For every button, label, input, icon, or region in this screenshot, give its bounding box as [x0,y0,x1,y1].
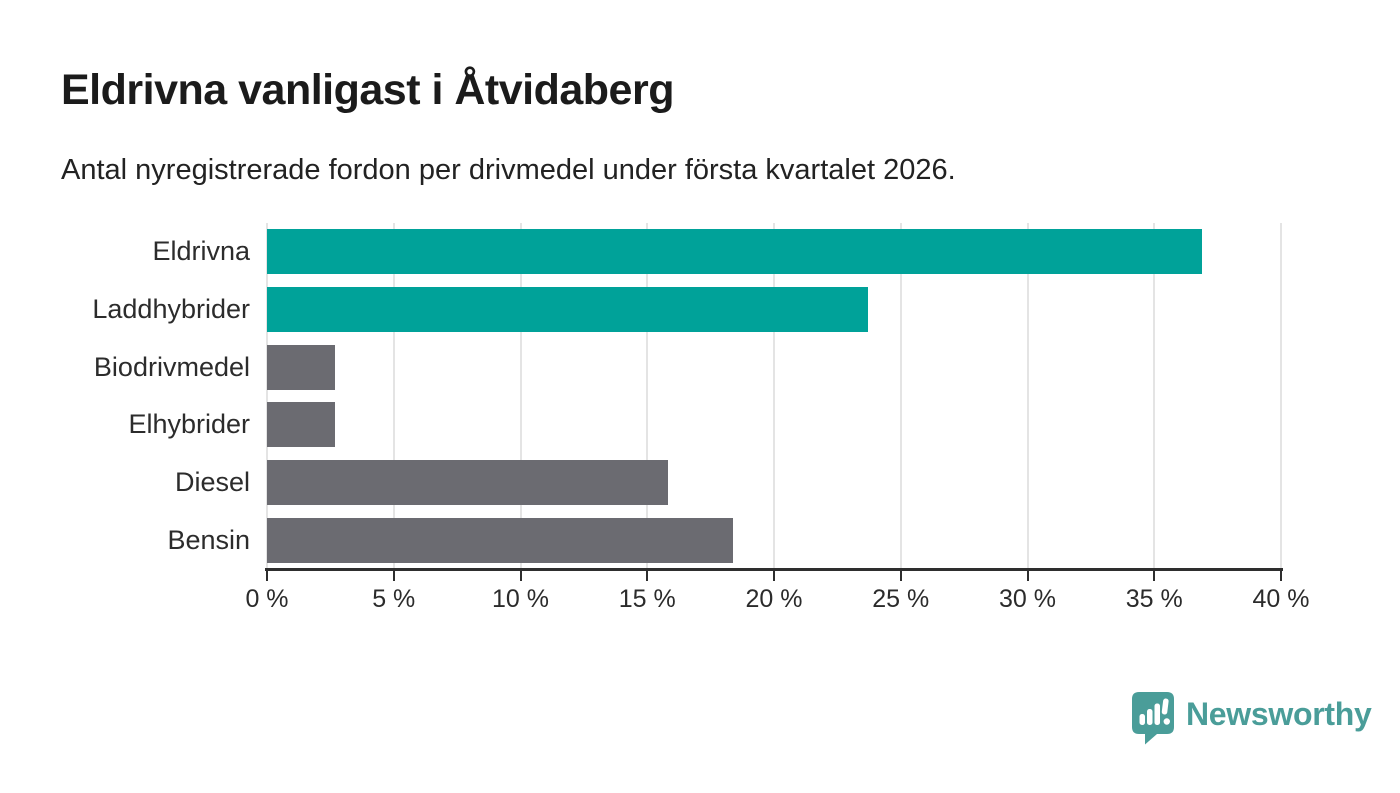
x-axis-line [265,568,1283,571]
gridline [266,223,268,569]
gridline [646,223,649,569]
plot-area [266,223,1282,569]
gridline [392,223,395,569]
bar-bensin [267,517,734,563]
gridline [1153,223,1156,569]
x-tick [519,571,522,581]
gridline [519,223,522,569]
category-label-biodrivmedel: Biodrivmedel [93,351,250,382]
category-label-elhybrider: Elhybrider [128,409,250,440]
bar-laddhybrider [267,287,868,332]
gridline [773,223,775,569]
gridline [1026,223,1029,569]
x-tick-label: 30 % [999,585,1056,613]
x-tick-label: 20 % [745,585,803,613]
x-tick-label: 35 % [1125,585,1183,613]
x-tick-label: 10 % [492,585,549,613]
newsworthy-logo: Newsworthy [1130,690,1372,746]
x-tick [392,571,395,581]
gridline [1280,223,1282,569]
newsworthy-logo-text: Newsworthy [1186,696,1372,732]
bar-diesel [267,460,668,505]
x-tick [773,571,775,581]
x-tick [899,571,902,581]
bar-elhybrider [267,402,336,448]
y-axis-labels: Eldrivna Laddhybrider Biodrivmedel Elhybrid… [40,223,250,569]
x-tick [646,571,649,581]
x-tick-label: 25 % [872,585,930,613]
x-tick-label: 0 % [245,585,289,613]
chart-title: Eldrivna vanligast i Åtvidaberg [61,66,674,114]
x-tick [1153,571,1156,581]
gridline [899,223,902,569]
x-tick-label: 40 % [1252,585,1310,613]
x-tick-label: 5 % [372,585,416,613]
x-tick [266,571,268,581]
category-label-laddhybrider: Laddhybrider [92,293,250,324]
x-tick [1026,571,1029,581]
newsworthy-logo-icon [1132,692,1174,745]
bar-biodrivmedel [267,344,336,390]
x-tick-label: 15 % [618,585,676,613]
category-label-eldrivna: Eldrivna [152,236,250,267]
bar-eldrivna [267,229,1203,275]
category-label-diesel: Diesel [174,466,250,497]
x-tick [1280,571,1282,581]
category-label-bensin: Bensin [167,524,250,555]
chart-subtitle: Antal nyregistrerade fordon per drivmede… [61,154,956,186]
